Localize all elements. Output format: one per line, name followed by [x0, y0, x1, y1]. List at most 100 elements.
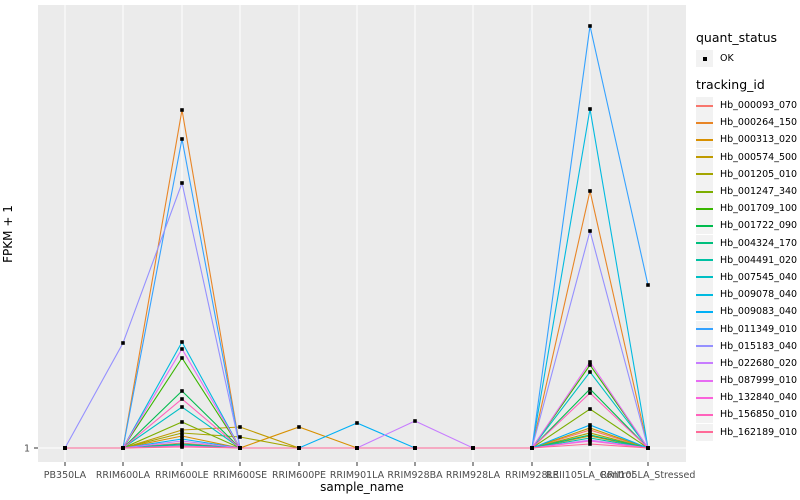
- legend-item-Hb_001247_340: Hb_001247_340: [696, 183, 800, 201]
- data-point: [180, 397, 184, 401]
- legend-key: [696, 131, 713, 149]
- legend-key: [696, 337, 713, 355]
- legend-line-swatch: [696, 413, 713, 416]
- data-point: [588, 428, 592, 432]
- legend-item-label: Hb_132840_040: [720, 392, 798, 404]
- x-tick-label: PB350LA: [44, 470, 87, 481]
- legend-item-label: Hb_007545_040: [720, 271, 798, 283]
- legend-line-swatch: [696, 173, 713, 176]
- legend-key: [696, 286, 713, 304]
- legend: quant_status OK tracking_id Hb_000093_07…: [696, 30, 800, 441]
- legend-item-label: Hb_000574_500: [720, 151, 798, 163]
- data-point: [355, 446, 359, 450]
- x-axis-title: sample_name: [320, 480, 404, 494]
- legend-line-swatch: [696, 328, 713, 331]
- data-point: [297, 425, 301, 429]
- legend-item-Hb_000264_150: Hb_000264_150: [696, 114, 800, 132]
- legend-key: [696, 165, 713, 183]
- legend-line-swatch: [696, 396, 713, 399]
- data-point: [588, 442, 592, 446]
- data-point: [180, 108, 184, 112]
- legend-key: [696, 234, 713, 252]
- legend-line-swatch: [696, 104, 713, 107]
- data-point: [355, 421, 359, 425]
- data-point: [63, 446, 67, 450]
- legend-line-swatch: [696, 431, 713, 434]
- data-point: [180, 405, 184, 409]
- legend-item-label: Hb_004324_170: [720, 237, 798, 249]
- legend-item-label: Hb_156850_010: [720, 409, 798, 421]
- legend-line-swatch: [696, 379, 713, 382]
- legend-item-Hb_004491_020: Hb_004491_020: [696, 251, 800, 269]
- x-tick-label: RRIM600LE: [155, 470, 209, 481]
- legend-item-label: Hb_015183_040: [720, 340, 798, 352]
- data-point: [588, 431, 592, 435]
- data-point: [588, 363, 592, 367]
- legend-item-label: Hb_000264_150: [720, 117, 798, 129]
- data-point: [121, 446, 125, 450]
- data-point: [180, 389, 184, 393]
- legend-key-ok: [696, 50, 713, 67]
- legend-item-Hb_022680_020: Hb_022680_020: [696, 354, 800, 372]
- legend-title-quant-status: quant_status: [696, 30, 777, 45]
- data-point: [238, 425, 242, 429]
- legend-item-Hb_009078_040: Hb_009078_040: [696, 286, 800, 304]
- legend-item-Hb_132840_040: Hb_132840_040: [696, 389, 800, 407]
- data-point: [180, 137, 184, 141]
- legend-item-label: Hb_001205_010: [720, 168, 798, 180]
- data-point: [180, 445, 184, 449]
- x-tick-label: RRII105LA_Control: [546, 470, 634, 481]
- legend-item-label: Hb_001722_090: [720, 220, 798, 232]
- legend-item-Hb_162189_010: Hb_162189_010: [696, 423, 800, 441]
- legend-item-Hb_001722_090: Hb_001722_090: [696, 217, 800, 235]
- data-point: [121, 341, 125, 345]
- x-tick-label: RRIM928BA: [387, 470, 443, 481]
- data-point: [180, 439, 184, 443]
- legend-item-label: Hb_000093_070: [720, 100, 798, 112]
- x-tick-label: RRIM600SE: [213, 470, 267, 481]
- legend-item-label: Hb_162189_010: [720, 426, 798, 438]
- legend-item-Hb_009083_040: Hb_009083_040: [696, 303, 800, 321]
- legend-item-label: Hb_011349_010: [720, 323, 798, 335]
- legend-key: [696, 97, 713, 115]
- legend-item-label: Hb_000313_020: [720, 134, 798, 146]
- legend-line-swatch: [696, 259, 713, 262]
- data-point: [297, 446, 301, 450]
- data-point: [180, 356, 184, 360]
- legend-key: [696, 389, 713, 407]
- legend-line-swatch: [696, 190, 713, 193]
- data-point: [180, 420, 184, 424]
- legend-item-label: Hb_009078_040: [720, 289, 798, 301]
- data-point: [588, 423, 592, 427]
- x-tick-label: RRIM600PE: [272, 470, 326, 481]
- legend-line-swatch: [696, 224, 713, 227]
- legend-key: [696, 406, 713, 424]
- legend-key: [696, 148, 713, 166]
- legend-key: [696, 354, 713, 372]
- legend-line-swatch: [696, 156, 713, 159]
- data-point: [588, 107, 592, 111]
- legend-item-label: Hb_009083_040: [720, 306, 798, 318]
- plot-panel: [38, 5, 686, 462]
- legend-item-Hb_004324_170: Hb_004324_170: [696, 234, 800, 252]
- data-point: [238, 446, 242, 450]
- legend-key: [696, 114, 713, 132]
- data-point: [588, 24, 592, 28]
- data-point: [588, 387, 592, 391]
- x-tick-label: RRIM901LA: [330, 470, 385, 481]
- data-point: [588, 426, 592, 430]
- data-point: [471, 446, 475, 450]
- data-point: [238, 435, 242, 439]
- legend-key: [696, 183, 713, 201]
- legend-key: [696, 200, 713, 218]
- legend-line-swatch: [696, 121, 713, 124]
- data-point: [588, 360, 592, 364]
- data-point: [180, 431, 184, 435]
- data-point: [180, 340, 184, 344]
- legend-key: [696, 320, 713, 338]
- data-point: [588, 189, 592, 193]
- legend-item-label: Hb_004491_020: [720, 254, 798, 266]
- data-point: [180, 347, 184, 351]
